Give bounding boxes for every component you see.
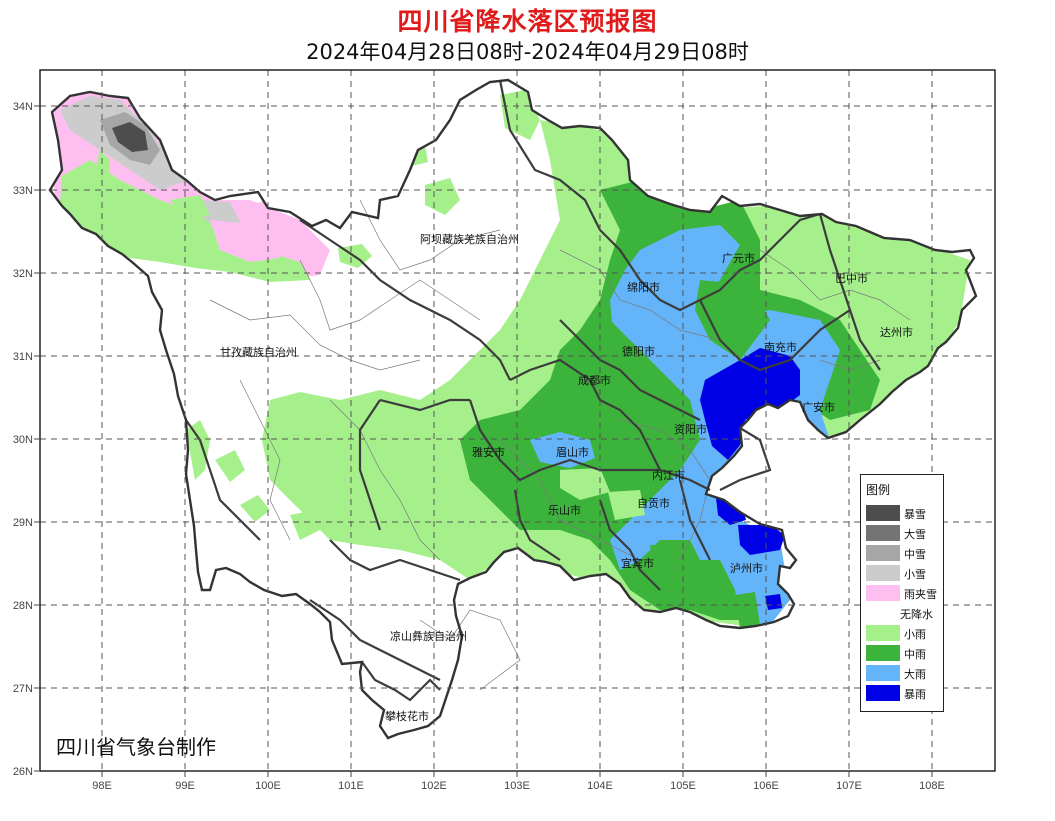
region-label-deyang: 德阳市: [622, 344, 655, 358]
lat-label: 29N: [13, 517, 33, 529]
lon-label: 104E: [587, 780, 613, 792]
region-label-meishan: 眉山市: [556, 445, 589, 459]
region-label-mianyang: 绵阳市: [627, 280, 660, 294]
legend-item-no-precip: 无降水: [866, 605, 942, 622]
swatch-blizzard: [866, 505, 900, 521]
map-title: 四川省降水落区预报图: [397, 7, 658, 36]
region-label-guangyuan: 广元市: [722, 251, 755, 265]
legend-item-light-rain: 小雨: [866, 625, 942, 642]
region-label-dazhou: 达州市: [880, 325, 913, 339]
region-label-yibin: 宜宾市: [621, 556, 654, 570]
region-label-bazhong: 巴中市: [835, 271, 868, 285]
lat-label: 34N: [13, 101, 33, 113]
legend-item-heavy-snow: 大雪: [866, 525, 942, 542]
lat-label: 30N: [13, 434, 33, 446]
swatch-heavy-rain: [866, 665, 900, 681]
lat-label: 33N: [13, 185, 33, 197]
lon-label: 100E: [255, 780, 281, 792]
swatch-heavy-snow: [866, 525, 900, 541]
region-label-nanchong: 南充市: [764, 340, 797, 354]
lat-label: 26N: [13, 766, 33, 778]
region-label-guangan: 广安市: [802, 400, 835, 414]
region-label-aba: 阿坝藏族羌族自治州: [420, 232, 519, 246]
lat-label: 27N: [13, 683, 33, 695]
lon-label: 102E: [421, 780, 447, 792]
swatch-moderate-snow: [866, 545, 900, 561]
swatch-light-rain: [866, 625, 900, 641]
lon-label: 99E: [175, 780, 195, 792]
lat-label: 28N: [13, 600, 33, 612]
prefecture-boundaries: [185, 79, 881, 702]
region-label-zigong: 自贡市: [637, 496, 670, 510]
forecast-period: 2024年04月28日08时-2024年04月29日08时: [306, 40, 749, 64]
longitude-labels: 98E 99E 100E 101E 102E 103E 104E 105E 10…: [92, 780, 945, 792]
legend-item-moderate-snow: 中雪: [866, 545, 942, 562]
swatch-moderate-rain: [866, 645, 900, 661]
region-label-luzhou: 泸州市: [730, 561, 763, 575]
lon-label: 101E: [338, 780, 364, 792]
lon-label: 108E: [919, 780, 945, 792]
legend-item-light-snow: 小雪: [866, 565, 942, 582]
legend-title: 图例: [866, 483, 891, 497]
region-label-chengdu: 成都市: [578, 373, 611, 387]
swatch-rainstorm: [866, 685, 900, 701]
region-label-neijiang: 内江市: [652, 468, 685, 482]
legend-item-rainstorm: 暴雨: [866, 685, 942, 702]
region-label-leshan: 乐山市: [548, 503, 581, 517]
region-label-ziyang: 资阳市: [674, 422, 707, 436]
lon-label: 106E: [753, 780, 779, 792]
latitude-labels: 34N 33N 32N 31N 30N 29N 28N 27N 26N: [13, 101, 33, 778]
swatch-no-precip: [866, 605, 900, 621]
region-label-panzhihua: 攀枝花市: [385, 709, 429, 723]
tick-marks: [34, 105, 933, 777]
lon-label: 107E: [836, 780, 862, 792]
swatch-sleet: [866, 585, 900, 601]
lat-label: 31N: [13, 351, 33, 363]
county-boundaries: [209, 199, 911, 691]
lon-label: 103E: [504, 780, 530, 792]
legend: 图例 暴雪 大雪 中雪 小雪 雨夹雪 无降水 小雨 中雨 大雨 暴雨: [860, 474, 944, 712]
region-label-ganzi: 甘孜藏族自治州: [220, 345, 297, 359]
legend-item-sleet: 雨夹雪: [866, 585, 942, 602]
region-labels: 阿坝藏族羌族自治州 甘孜藏族自治州 凉山彝族自治州 攀枝花市 绵阳市 广元市 巴…: [220, 232, 913, 723]
swatch-light-snow: [866, 565, 900, 581]
legend-item-heavy-rain: 大雨: [866, 665, 942, 682]
legend-item-blizzard: 暴雪: [866, 505, 942, 522]
lon-label: 105E: [670, 780, 696, 792]
region-label-yaan: 雅安市: [472, 445, 505, 459]
credit-text: 四川省气象台制作: [56, 735, 216, 759]
lat-label: 32N: [13, 268, 33, 280]
legend-item-moderate-rain: 中雨: [866, 645, 942, 662]
region-label-liangshan: 凉山彝族自治州: [390, 629, 467, 643]
lon-label: 98E: [92, 780, 112, 792]
